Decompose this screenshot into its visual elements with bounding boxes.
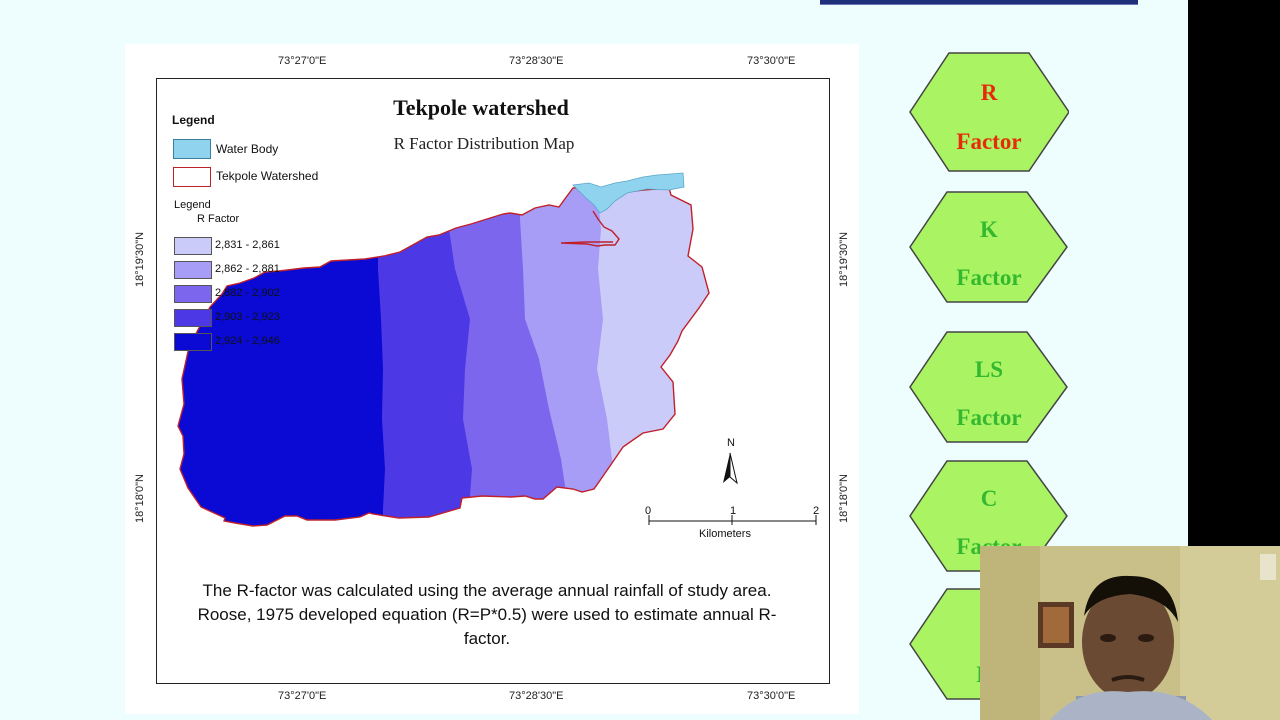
right-tick-2: 18°18'0"N xyxy=(838,474,850,523)
scale-label-1: 1 xyxy=(730,505,737,517)
north-arrow-icon xyxy=(723,453,730,483)
legend-heading: Legend xyxy=(172,113,215,127)
legend-label-class-4: 2,903 - 2,923 xyxy=(215,311,280,323)
scale-label-0: 0 xyxy=(645,505,652,517)
bottom-tick-2: 73°28'30"E xyxy=(509,690,564,702)
hex-k-factor[interactable]: K Factor xyxy=(909,191,1069,311)
hex-ls-factor-line2: Factor xyxy=(956,405,1022,430)
hex-c-factor-line1: C xyxy=(980,486,998,511)
hex-c-factor[interactable]: C Factor xyxy=(909,460,1069,580)
watershed-map xyxy=(177,172,817,527)
legend-swatch-watershed xyxy=(173,167,211,187)
legend-label-class-5: 2,924 - 2,946 xyxy=(215,335,280,347)
top-tick-1: 73°27'0"E xyxy=(278,55,327,67)
legend-label-class-1: 2,831 - 2,861 xyxy=(215,239,280,251)
legend-label-class-3: 2,882 - 2,902 xyxy=(215,287,280,299)
legend-field-name: R Factor xyxy=(197,213,240,225)
map-subtitle: R Factor Distribution Map xyxy=(393,134,575,153)
left-tick-2: 18°18'0"N xyxy=(134,474,146,523)
bottom-tick-1: 73°27'0"E xyxy=(278,690,327,702)
hex-ls-factor[interactable]: LS Factor xyxy=(909,331,1069,451)
hex-k-factor-line1: K xyxy=(980,217,998,242)
legend-swatch-class-2 xyxy=(174,261,212,279)
top-tick-3: 73°30'0"E xyxy=(747,55,796,67)
north-arrow-outline xyxy=(729,452,738,485)
legend-label-watershed: Tekpole Watershed xyxy=(216,169,319,183)
map-card: 73°27'0"E 73°28'30"E 73°30'0"E 73°27'0"E… xyxy=(125,44,859,714)
legend-label-class-2: 2,862 - 2,881 xyxy=(215,263,280,275)
bottom-tick-3: 73°30'0"E xyxy=(747,690,796,702)
legend-swatch-water-body xyxy=(173,139,211,159)
hex-ls-factor-line1: LS xyxy=(974,357,1004,382)
slide-top-bar xyxy=(820,0,1138,5)
map-frame: Tekpole watershed R Factor Distribution … xyxy=(156,78,830,684)
right-tick-1: 18°19'30"N xyxy=(838,231,850,287)
watershed-boundary xyxy=(177,185,710,527)
water-body xyxy=(572,172,685,214)
webcam-picture xyxy=(980,546,1280,720)
legend-subheading: Legend xyxy=(174,199,211,211)
webcam-overlay xyxy=(980,546,1280,720)
map-title: Tekpole watershed xyxy=(393,95,569,120)
legend-swatch-class-3 xyxy=(174,285,212,303)
top-tick-2: 73°28'30"E xyxy=(509,55,564,67)
legend-swatch-class-1 xyxy=(174,237,212,255)
hex-r-factor[interactable]: R Factor xyxy=(909,52,1069,172)
north-label: N xyxy=(727,437,735,449)
legend-swatch-class-4 xyxy=(174,309,212,327)
stream-line xyxy=(560,210,620,247)
hex-r-factor-line2: Factor xyxy=(956,129,1022,154)
hex-k-factor-line2: Factor xyxy=(956,265,1022,290)
legend-swatch-class-5 xyxy=(174,333,212,351)
scale-unit: Kilometers xyxy=(699,528,751,540)
slide: 73°27'0"E 73°28'30"E 73°30'0"E 73°27'0"E… xyxy=(125,0,1138,714)
legend-label-water-body: Water Body xyxy=(216,142,279,156)
scale-label-2: 2 xyxy=(813,505,820,517)
description-text: The R-factor was calculated using the av… xyxy=(197,581,777,648)
left-tick-1: 18°19'30"N xyxy=(134,231,146,287)
hex-r-factor-line1: R xyxy=(980,80,998,105)
